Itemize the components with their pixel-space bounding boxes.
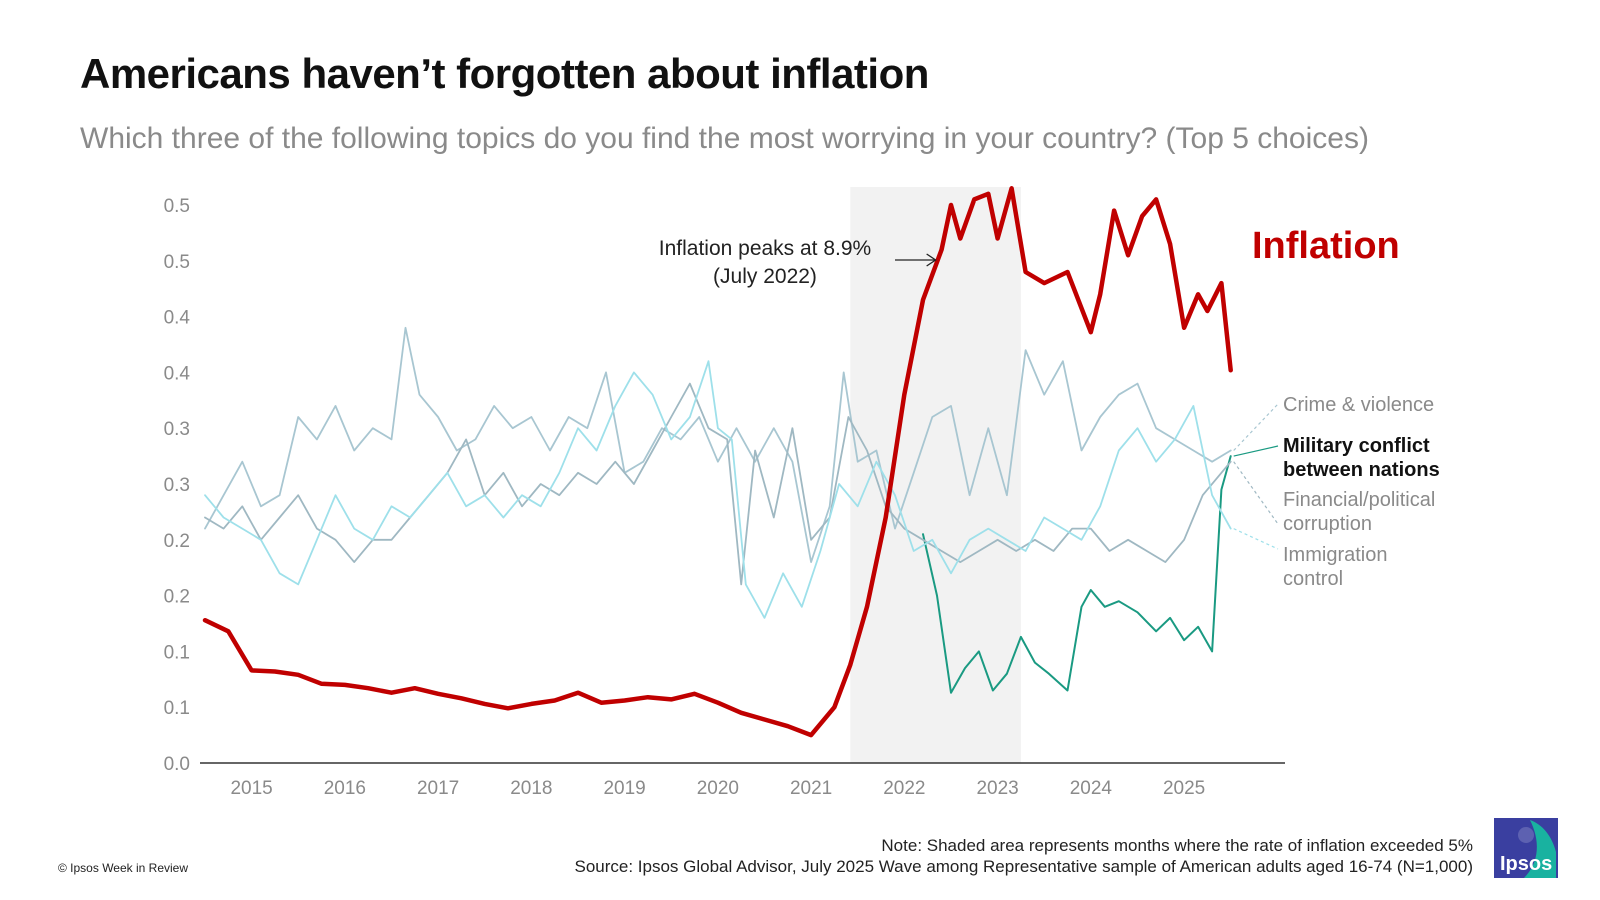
y-tick-label: 0.3 <box>164 475 190 496</box>
y-tick-label: 0.2 <box>164 587 190 608</box>
series-line-financial <box>204 382 1232 586</box>
annotation-arrowhead <box>926 253 937 267</box>
x-tick-label: 2020 <box>697 778 739 799</box>
x-tick-label: 2022 <box>883 778 925 799</box>
series-line-military <box>922 455 1232 694</box>
logo-swoosh-icon <box>1524 820 1556 878</box>
y-tick-label: 0.5 <box>164 196 190 217</box>
peak-annotation: Inflation peaks at 8.9% (July 2022) <box>659 237 937 288</box>
series-line-immigration <box>204 360 1232 619</box>
x-tick-label: 2025 <box>1163 778 1205 799</box>
y-tick-label: 0.4 <box>164 363 191 384</box>
series-label-military: Military conflict between nations <box>1283 435 1440 481</box>
chart-title: Americans haven’t forgotten about inflat… <box>80 50 929 97</box>
chart-note: Note: Shaded area represents months wher… <box>881 836 1473 855</box>
series-line-inflation <box>202 186 1233 738</box>
x-tick-label: 2019 <box>603 778 645 799</box>
leader-line-financial <box>1233 461 1279 525</box>
series-labels: Inflation Crime & violence Military confli… <box>1233 225 1440 590</box>
series-label-crime: Crime & violence <box>1283 394 1434 416</box>
copyright-notice: © Ipsos Week in Review <box>58 861 189 875</box>
leader-line-crime <box>1233 403 1279 451</box>
shaded-high-inflation-region <box>850 187 1021 763</box>
x-tick-label: 2024 <box>1070 778 1113 799</box>
y-axis-tick-labels: 0.0 0.1 0.1 0.2 0.2 0.3 0.3 0.4 0.4 0.5 0.5 <box>164 196 191 775</box>
series-lines <box>202 186 1233 738</box>
y-tick-label: 0.0 <box>164 754 190 775</box>
y-tick-label: 0.1 <box>164 642 190 663</box>
chart-source: Source: Ipsos Global Advisor, July 2025 … <box>574 857 1473 876</box>
shaded-region <box>850 187 1021 763</box>
chart-subtitle: Which three of the following topics do y… <box>80 122 1369 155</box>
x-tick-label: 2023 <box>976 778 1018 799</box>
x-tick-label: 2018 <box>510 778 552 799</box>
x-axis-tick-labels: 2015 2016 2017 2018 2019 2020 2021 2022 2023 2024… <box>230 778 1205 799</box>
logo-text: Ipsos <box>1500 853 1552 875</box>
y-tick-label: 0.5 <box>164 252 190 273</box>
series-label-financial: Financial/political corruption <box>1283 489 1435 535</box>
series-line-crime <box>204 326 1232 563</box>
series-label-immigration: Immigration control <box>1283 544 1387 590</box>
logo-figure-icon <box>1518 827 1534 843</box>
y-tick-label: 0.2 <box>164 531 190 552</box>
annotation-text-line2: (July 2022) <box>713 265 817 288</box>
ipsos-logo: Ipsos <box>1494 818 1558 878</box>
x-tick-label: 2015 <box>230 778 272 799</box>
y-tick-label: 0.4 <box>164 308 191 329</box>
leader-line-military <box>1233 445 1279 457</box>
y-tick-label: 0.3 <box>164 419 190 440</box>
series-label-inflation: Inflation <box>1252 225 1400 267</box>
x-tick-label: 2016 <box>324 778 366 799</box>
x-tick-label: 2021 <box>790 778 832 799</box>
x-tick-label: 2017 <box>417 778 459 799</box>
leader-line-immigration <box>1233 528 1279 550</box>
y-tick-label: 0.1 <box>164 698 190 719</box>
annotation-text-line1: Inflation peaks at 8.9% <box>659 237 871 260</box>
